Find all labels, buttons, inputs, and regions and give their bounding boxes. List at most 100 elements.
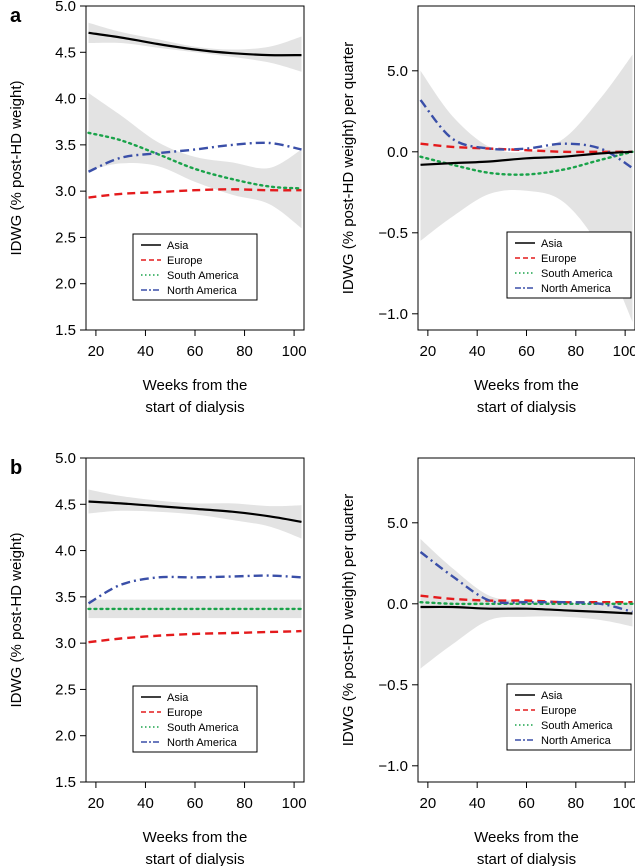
x-axis-label: Weeks from the: [474, 377, 579, 394]
ci-band-asia: [88, 489, 302, 539]
y-tick-label: 2.5: [55, 681, 76, 698]
panel-letter-b: b: [10, 457, 22, 479]
series-line-south-america: [419, 150, 634, 176]
x-tick-label: 40: [469, 795, 486, 812]
x-axis-label: Weeks from the: [143, 377, 248, 394]
y-tick-label: 2.0: [55, 276, 76, 293]
x-tick-label: 100: [282, 343, 307, 360]
y-tick-label: 0.0: [387, 596, 408, 613]
ci-band-asia: [88, 22, 302, 72]
legend-label-asia: Asia: [167, 240, 189, 252]
y-tick-label: 2.0: [55, 728, 76, 745]
y-tick-label: 3.5: [55, 137, 76, 154]
legend-label-europe: Europe: [167, 255, 202, 267]
series-line-asia: [420, 605, 633, 615]
y-tick-label: −0.5: [378, 677, 408, 694]
x-axis-label: start of dialysis: [477, 851, 576, 866]
legend-label-asia: Asia: [167, 692, 189, 704]
legend-label-north-america: North America: [541, 735, 612, 747]
y-tick-label: 4.0: [55, 91, 76, 108]
series-line-north-america: [419, 551, 633, 614]
series-line-europe: [420, 594, 633, 604]
y-tick-label: 5.0: [387, 63, 408, 80]
plot-area: [419, 539, 634, 669]
x-tick-label: 40: [137, 343, 154, 360]
x-axis-label: start of dialysis: [477, 399, 576, 416]
y-tick-label: 5.0: [55, 0, 76, 15]
plot-area: [419, 54, 634, 322]
y-axis-label: IDWG (% post-HD weight) per quarter: [340, 494, 357, 747]
legend: Asia Europe South America North America: [132, 233, 258, 301]
y-tick-label: 2.5: [55, 229, 76, 246]
x-tick-label: 60: [518, 343, 535, 360]
x-axis-label: start of dialysis: [145, 399, 244, 416]
series-line-europe: [88, 629, 302, 644]
x-tick-label: 80: [567, 795, 584, 812]
series-line-europe: [420, 142, 633, 154]
x-tick-label: 20: [88, 795, 105, 812]
legend-label-north-america: North America: [167, 285, 238, 297]
series-line-asia: [88, 31, 302, 57]
legend-label-north-america: North America: [541, 283, 612, 295]
series-line-asia: [88, 500, 302, 523]
plot-area: [87, 489, 303, 644]
x-tick-label: 20: [420, 343, 437, 360]
y-tick-label: 4.5: [55, 44, 76, 61]
y-tick-label: 0.0: [387, 144, 408, 161]
x-tick-label: 40: [469, 343, 486, 360]
chart-panel-1: 1.5 2.0 2.5 3.0 3.5 4.0 4.5 5.0 20 40 60 80 100 Weeks…: [8, 0, 307, 416]
legend: Asia Europe South America North America: [506, 683, 632, 751]
y-tick-label: 1.5: [55, 322, 76, 339]
y-axis-label: IDWG (% post-HD weight): [8, 80, 25, 255]
y-tick-label: 3.0: [55, 635, 76, 652]
y-axis-label: IDWG (% post-HD weight): [8, 532, 25, 707]
legend: Asia Europe South America North America: [132, 685, 258, 753]
y-tick-label: 5.0: [387, 515, 408, 532]
y-tick-label: 3.5: [55, 589, 76, 606]
ci-band-asia: [420, 539, 633, 669]
chart-panel-3: 1.5 2.0 2.5 3.0 3.5 4.0 4.5 5.0 20 40 60 80 100 Weeks…: [8, 450, 307, 866]
y-tick-label: 4.0: [55, 543, 76, 560]
x-tick-label: 60: [518, 795, 535, 812]
panel-letter-a: a: [10, 5, 22, 27]
series-line-north-america: [87, 574, 302, 605]
x-tick-label: 20: [420, 795, 437, 812]
x-tick-label: 60: [187, 343, 204, 360]
legend-label-asia: Asia: [541, 238, 563, 250]
legend-label-europe: Europe: [541, 705, 576, 717]
legend-label-north-america: North America: [167, 737, 238, 749]
plot-area: [87, 22, 303, 229]
chart-panel-4: −1.0 −0.5 0.0 5.0 20 40 60 80 100 Weeks from the s…: [340, 457, 635, 866]
x-tick-label: 100: [282, 795, 307, 812]
y-tick-label: −0.5: [378, 225, 408, 242]
charts: 1.5 2.0 2.5 3.0 3.5 4.0 4.5 5.0 20 40 60 80 100 Weeks…: [8, 0, 635, 866]
legend: Asia Europe South America North America: [506, 231, 632, 299]
x-tick-label: 80: [236, 343, 253, 360]
x-tick-label: 20: [88, 343, 105, 360]
series-line-europe: [88, 188, 302, 199]
legend-label-asia: Asia: [541, 690, 563, 702]
y-tick-label: −1.0: [378, 306, 408, 323]
x-axis-label: start of dialysis: [145, 851, 244, 866]
legend-label-south-america: South America: [541, 720, 613, 732]
chart-panel-2: −1.0 −0.5 0.0 5.0 20 40 60 80 100 Weeks from the s…: [340, 5, 635, 416]
ci-band-south-america: [88, 93, 302, 229]
series-line-south-america: [87, 131, 303, 190]
x-axis-label: Weeks from the: [474, 829, 579, 846]
legend-label-south-america: South America: [167, 270, 239, 282]
x-axis-label: Weeks from the: [143, 829, 248, 846]
x-tick-label: 100: [613, 795, 635, 812]
legend-label-south-america: South America: [541, 268, 613, 280]
ci-band-south-america: [88, 599, 302, 619]
x-tick-label: 80: [236, 795, 253, 812]
series-line-asia: [420, 150, 633, 166]
legend-label-south-america: South America: [167, 722, 239, 734]
legend-label-europe: Europe: [541, 253, 576, 265]
y-tick-label: 4.5: [55, 496, 76, 513]
x-tick-label: 40: [137, 795, 154, 812]
y-tick-label: 3.0: [55, 183, 76, 200]
y-tick-label: 1.5: [55, 774, 76, 791]
x-tick-label: 80: [567, 343, 584, 360]
x-tick-label: 60: [187, 795, 204, 812]
